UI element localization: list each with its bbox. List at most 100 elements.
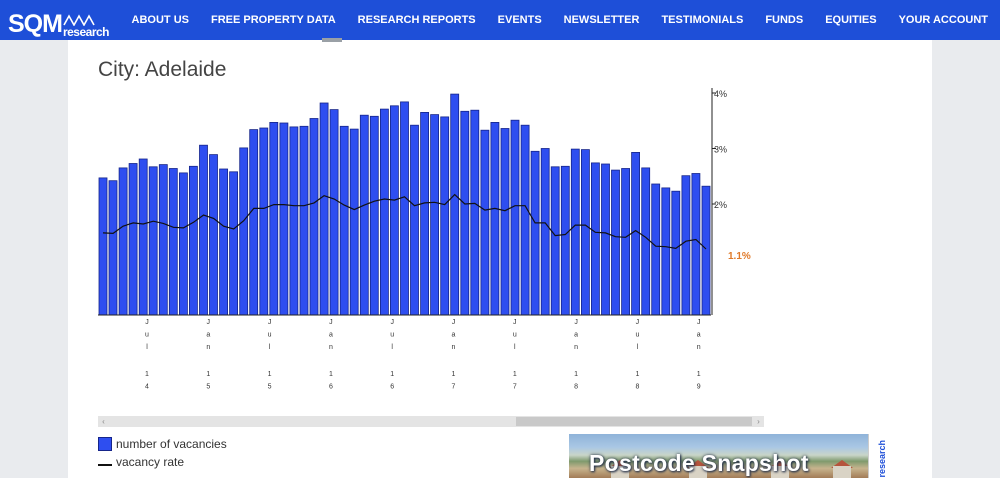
snapshot-title: Postcode Snapshot (589, 450, 809, 476)
x-tick-label-char: J (636, 319, 640, 326)
nav-free-property-data[interactable]: FREE PROPERTY DATA (210, 14, 336, 26)
x-tick-label-char: 1 (145, 371, 149, 378)
x-tick-label-char: l (514, 344, 516, 351)
x-tick-label-char: J (452, 319, 456, 326)
x-tick-label-char: 1 (206, 371, 210, 378)
nav-events[interactable]: EVENTS (497, 14, 542, 26)
x-tick-label-char: 6 (390, 384, 394, 391)
chart-bar (319, 102, 329, 316)
x-tick-label-char: n (329, 344, 333, 351)
chart-bar (490, 122, 500, 316)
chart-bar (611, 169, 620, 316)
logo-sub-text: research (62, 25, 110, 39)
nav-about-us[interactable]: ABOUT US (131, 14, 189, 26)
chart-bar (239, 147, 249, 316)
chart-bar (681, 175, 691, 316)
x-tick-label-char: l (269, 344, 271, 351)
chart-scrollbar[interactable]: ‹ › (98, 416, 764, 427)
chart-bar (229, 171, 239, 316)
x-tick-label-char: u (268, 332, 272, 339)
chart-bar (359, 114, 369, 316)
x-tick-label-char: n (206, 344, 210, 351)
legend-vacancy-rate[interactable]: vacancy rate (98, 455, 184, 469)
x-tick-label-char: 1 (513, 371, 517, 378)
x-tick-label-char: 1 (268, 371, 272, 378)
x-tick-label-char: 1 (697, 371, 701, 378)
x-tick-label-char: 1 (329, 371, 333, 378)
y-tick-label: 2% (714, 200, 727, 210)
chart-bar (400, 101, 409, 316)
chart-bar (520, 124, 530, 316)
chart-bar (480, 129, 490, 316)
chart-bar (259, 127, 269, 316)
chart-bar (188, 165, 198, 316)
nav-your-account[interactable]: YOUR ACCOUNT (898, 14, 988, 26)
x-tick-label-char: a (329, 332, 333, 339)
x-tick-label-char: 7 (452, 384, 456, 391)
sqm-research-logo[interactable]: SQM research (8, 4, 110, 39)
logo-side: research (62, 14, 110, 39)
chart-bar (279, 122, 289, 316)
scroll-right-icon[interactable]: › (757, 417, 760, 426)
x-tick-label-char: n (452, 344, 456, 351)
chart-bar (621, 168, 630, 316)
chart-bar (550, 166, 560, 316)
nav-equities[interactable]: EQUITIES (825, 14, 877, 26)
chart-bar (209, 154, 218, 316)
x-tick-label-char: a (697, 332, 701, 339)
x-tick-label-char: 5 (268, 384, 272, 391)
x-tick-label-char: u (513, 332, 517, 339)
x-tick-label-char: J (268, 319, 272, 326)
y-tick-label: 4% (714, 89, 727, 99)
chart-bar (128, 163, 138, 316)
nav-funds[interactable]: FUNDS (765, 14, 804, 26)
x-tick-label-char: l (146, 344, 148, 351)
x-tick-label-char: J (329, 319, 333, 326)
chart-bar (309, 118, 319, 316)
page-title: City: Adelaide (98, 58, 227, 81)
vacancy-rate-line (102, 193, 707, 250)
chart-bar (591, 162, 600, 316)
chart-bar (138, 158, 148, 316)
scroll-thumb[interactable] (516, 417, 752, 426)
cut-off-heading (300, 28, 360, 42)
chart-bar (249, 129, 259, 316)
logo-main-text: SQM (8, 10, 63, 38)
y-tick-label: 3% (714, 145, 727, 155)
x-tick-label-char: J (574, 319, 578, 326)
chart-bar (460, 110, 470, 316)
latest-rate-label: 1.1% (728, 251, 751, 262)
nav-testimonials[interactable]: TESTIMONIALS (661, 14, 744, 26)
main-nav: ABOUT US FREE PROPERTY DATA RESEARCH REP… (110, 0, 988, 40)
x-tick-label-char: a (574, 332, 578, 339)
legend-vacancies[interactable]: number of vacancies (98, 437, 227, 451)
x-tick-label-char: 8 (635, 384, 639, 391)
nav-newsletter[interactable]: NEWSLETTER (563, 14, 640, 26)
x-tick-label-char: u (390, 332, 394, 339)
x-tick-label-char: 5 (206, 384, 210, 391)
chart-bar (289, 126, 299, 316)
scroll-left-icon[interactable]: ‹ (102, 417, 105, 426)
line-swatch-icon (98, 464, 112, 466)
chart-bar (98, 177, 108, 316)
logo-triangles-icon (63, 14, 95, 26)
chart-bar (118, 167, 128, 316)
chart-bar (661, 187, 671, 316)
chart-bar (641, 167, 651, 316)
chart-bar (530, 150, 540, 316)
x-tick-label-char: n (574, 344, 578, 351)
chart-bar (631, 151, 640, 316)
chart-bar (430, 114, 440, 316)
bar-swatch-icon (98, 437, 112, 451)
chart-bar (470, 109, 480, 316)
postcode-snapshot-banner[interactable]: Postcode Snapshot SQM research (569, 434, 897, 478)
chart-bar (651, 183, 661, 316)
legend-vacancies-label: number of vacancies (116, 437, 227, 451)
chart-bar (299, 125, 309, 316)
x-tick-label-char: 4 (145, 384, 149, 391)
x-tick-label-char: 1 (635, 371, 639, 378)
chart-bar (671, 190, 681, 316)
x-tick-label-char: 6 (329, 384, 333, 391)
x-tick-label-char: 8 (574, 384, 578, 391)
nav-research-reports[interactable]: RESEARCH REPORTS (357, 14, 476, 26)
